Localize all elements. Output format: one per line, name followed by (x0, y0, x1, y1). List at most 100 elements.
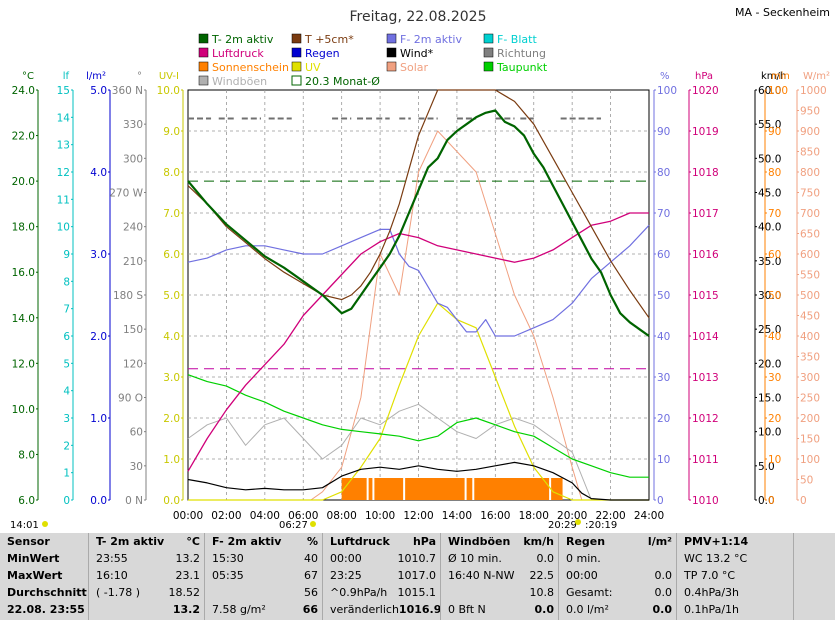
sunset-label: 20:29 (548, 520, 577, 531)
axis-tick-label-solar: 800 (800, 167, 820, 179)
axis-tick-label-solar: 100 (800, 454, 820, 466)
axis-tick-label-solar: 600 (800, 249, 820, 261)
series-wind (187, 461, 649, 501)
axis-tick-label-press: 1016 (692, 249, 719, 261)
axis-tick-label-dir: 60 (130, 427, 143, 439)
axis-tick-label-dir: 30 (130, 461, 143, 473)
stats-press-unit: hPa (412, 535, 436, 548)
now-marker (42, 521, 48, 527)
axis-tick-label-rain: 3.0 (90, 249, 107, 261)
stats-press-forecast: veränderlich (330, 603, 399, 616)
x-tick-label: 12:00 (403, 510, 433, 522)
series-gusts (187, 403, 649, 501)
axis-tick-label-leaf: 9 (63, 249, 70, 261)
stats-col-rain: Regen l/m² 0 min. 00:00 0.0 Gesamt: 0.0 0.0… (559, 533, 676, 620)
stats-wind-avg10: 0.0 (536, 552, 555, 565)
legend-label: Windböen (212, 75, 267, 88)
axis-tick-label-rain: 0.0 (90, 495, 107, 507)
stats-col-wind: Windböen km/h Ø 10 min. 0.0 16:40 N-NW 22.5… (441, 533, 558, 620)
stats-max-label: MaxWert (7, 569, 63, 582)
stats-hum-current: 66 (302, 603, 318, 616)
axis-tick-label-press: 1020 (692, 85, 719, 97)
axis-tick-label-solar: 400 (800, 331, 820, 343)
axis-tick-label-hum: 0 (657, 495, 664, 507)
axis-tick-label-solar: 700 (800, 208, 820, 220)
axis-tick-label-uv: 7.0 (163, 208, 180, 220)
axis-tick-label-temp: 22.0 (12, 131, 35, 143)
axis-unit-wind: km/h (761, 71, 786, 82)
stats-wind-bft: 0 Bft N (448, 603, 486, 616)
stats-rain-total: 0.0 (654, 586, 673, 599)
legend-swatch (198, 61, 209, 72)
axis-tick-label-hum: 70 (657, 208, 670, 220)
axis-tick-label-sun: 30 (768, 372, 781, 384)
axis-tick-label-press: 1013 (692, 372, 719, 384)
series-humidity (187, 224, 650, 337)
sunrise-marker (310, 521, 316, 527)
stats-temp-avg: 18.52 (168, 586, 201, 599)
stats-wind-max-time: 16:40 N-NW (448, 569, 515, 582)
series-uv (188, 302, 649, 501)
axis-tick-label-solar: 550 (800, 270, 820, 282)
stats-temp-current: 13.2 (172, 603, 200, 616)
axis-tick-label-dir: 0 N (125, 495, 143, 507)
stats-hum-abs: 7.58 g/m² (212, 603, 266, 616)
axis-tick-label-hum: 50 (657, 290, 670, 302)
axis-tick-label-wind: 10.0 (758, 427, 781, 439)
stats-pmv-press1h: 0.1hPa/1h (684, 603, 740, 616)
axis-tick-label-solar: 150 (800, 434, 820, 446)
legend-label: Luftdruck (212, 47, 264, 60)
legend-swatch (198, 75, 209, 86)
axis-tick-label-wind: 40.0 (758, 222, 781, 234)
axis-tick-label-temp: 12.0 (12, 358, 35, 370)
stats-pmv-press3h: 0.4hPa/3h (684, 586, 740, 599)
axis-tick-label-press: 1010 (692, 495, 719, 507)
legend-swatch (291, 47, 302, 58)
sunshine-gap (366, 478, 369, 500)
axis-tick-label-hum: 90 (657, 126, 670, 138)
stats-col-pmv: PMV+1:14 WC 13.2 °C TP 7.0 °C 0.4hPa/3h … (677, 533, 793, 620)
axis-tick-label-uv: 8.0 (163, 167, 180, 179)
stats-press-avg: 1015.1 (397, 586, 437, 599)
stats-wind-current: 0.0 (534, 603, 555, 616)
axis-tick-label-leaf: 12 (57, 167, 70, 179)
stats-avg-label: Durchschnitt (7, 586, 87, 599)
stats-wind-avg: 10.8 (529, 586, 555, 599)
axis-unit-hum: % (660, 71, 670, 82)
axis-tick-label-solar: 450 (800, 311, 820, 323)
axis-tick-label-solar: 250 (800, 393, 820, 405)
stats-wind-unit: km/h (523, 535, 554, 548)
axis-tick-label-sun: 40 (768, 331, 781, 343)
axis-tick-label-uv: 3.0 (163, 372, 180, 384)
axis-tick-label-press: 1014 (692, 331, 719, 343)
axis-tick-label-hum: 100 (657, 85, 677, 97)
axis-tick-label-wind: 20.0 (758, 358, 781, 370)
axis-tick-label-solar: 850 (800, 147, 820, 159)
axis-tick-label-hum: 80 (657, 167, 670, 179)
axis-tick-label-sun: 60 (768, 249, 781, 261)
axis-tick-label-uv: 2.0 (163, 413, 180, 425)
x-tick-label: 00:00 (173, 510, 203, 522)
axis-tick-label-uv: 0.0 (163, 495, 180, 507)
axis-tick-label-temp: 16.0 (12, 267, 35, 279)
axis-tick-label-press: 1015 (692, 290, 719, 302)
stats-col-temp: T- 2m aktiv °C 23:55 13.2 16:10 23.1 ( -1.7… (89, 533, 204, 620)
axis-tick-label-uv: 9.0 (163, 126, 180, 138)
axis-tick-label-temp: 18.0 (12, 222, 35, 234)
x-tick-label: 22:00 (595, 510, 625, 522)
stats-hum-avg: 56 (304, 586, 318, 599)
stats-hum-unit: % (306, 535, 318, 548)
axis-tick-label-solar: 350 (800, 352, 820, 364)
series-dewpoint (187, 374, 649, 478)
axis-tick-label-wind: 35.0 (758, 256, 781, 268)
stats-rain-total-label: Gesamt: (566, 586, 613, 599)
axis-tick-label-wind: 50.0 (758, 153, 781, 165)
legend-swatch (483, 61, 494, 72)
stats-press-max: 1017.0 (397, 569, 437, 582)
axis-tick-label-uv: 10.0 (157, 85, 180, 97)
sunshine-gap (372, 478, 375, 500)
axis-tick-label-leaf: 7 (63, 304, 70, 316)
stats-rain-header: Regen (566, 535, 606, 548)
legend-label: T +5cm* (304, 33, 354, 46)
legend-label: Solar (400, 61, 429, 74)
